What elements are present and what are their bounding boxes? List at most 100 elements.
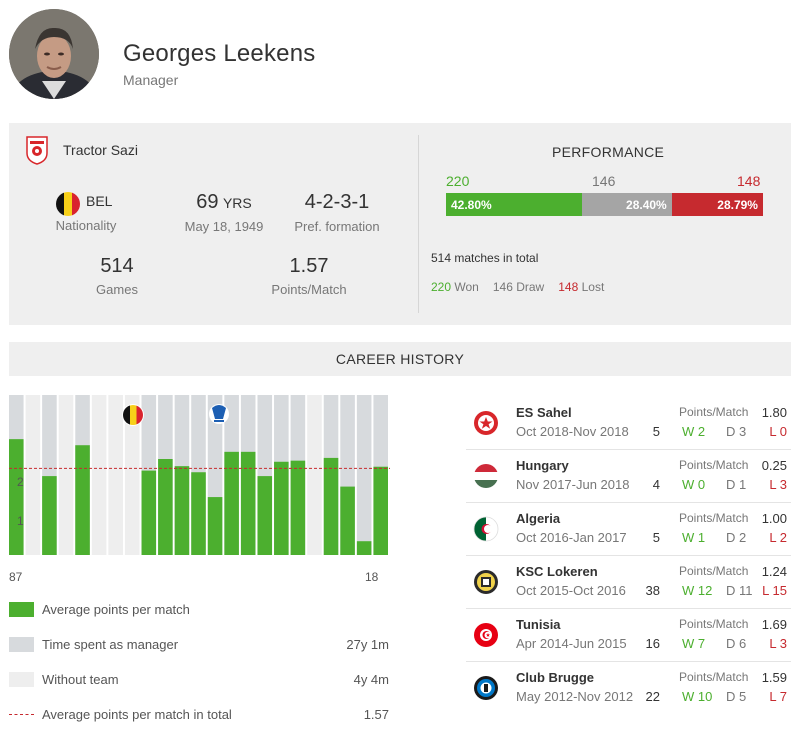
tractor-sazi-logo-icon[interactable] — [25, 135, 49, 165]
career-draws: D 5 — [726, 689, 747, 704]
belgium-flag-icon — [56, 192, 80, 216]
chart-bar[interactable] — [257, 476, 273, 555]
age-number: 69 — [196, 191, 219, 213]
career-ppm-value: 1.69 — [761, 617, 787, 632]
career-team-name[interactable]: Club Brugge — [516, 670, 594, 685]
career-wins: W 1 — [682, 530, 706, 545]
draw-count: 146 — [592, 173, 616, 189]
legend-dashed-line — [9, 714, 34, 715]
legend-light-swatch — [9, 672, 34, 687]
games-count: 514 — [100, 255, 134, 277]
nationality-label: Nationality — [55, 218, 117, 233]
career-wins: W 0 — [682, 477, 706, 492]
career-team-name[interactable]: Algeria — [516, 511, 561, 526]
legend-gray-swatch — [9, 637, 34, 652]
chart-bar[interactable] — [141, 470, 157, 555]
career-games: 5 — [652, 530, 660, 545]
career-team-name[interactable]: KSC Lokeren — [516, 564, 598, 579]
career-team-name[interactable]: ES Sahel — [516, 405, 572, 420]
career-games: 16 — [645, 636, 660, 651]
career-item-hungary[interactable]: Hungary Nov 2017-Jun 2018 4 Points/Match… — [466, 450, 791, 503]
career-item-club-brugge[interactable]: Club Brugge May 2012-Nov 2012 22 Points/… — [466, 662, 791, 715]
lost-count: 148 — [737, 173, 761, 189]
career-period: Oct 2018-Nov 2018 — [516, 424, 629, 439]
points-per-match-value: 1.57 — [289, 255, 329, 277]
chart-bar[interactable] — [158, 459, 173, 555]
career-ppm-label: Points/Match — [679, 405, 749, 419]
chart-bar[interactable] — [356, 541, 372, 555]
algeria-flag-icon — [473, 516, 499, 542]
won-summary-count: 220 — [431, 280, 452, 294]
chart-bar[interactable] — [207, 497, 223, 555]
x-end-label: 18 — [365, 570, 379, 584]
legend-avg-points: Average points per match — [9, 601, 389, 619]
chart-bar[interactable] — [174, 466, 190, 555]
manager-photo — [9, 9, 99, 99]
career-games: 5 — [652, 424, 660, 439]
gent-crest-marker-icon — [209, 404, 229, 424]
wdl-summary: 220 Won 146 Draw 148 Lost — [431, 280, 604, 294]
performance-bar: 42.80% 28.40% 28.79% — [446, 193, 763, 216]
lost-percentage-segment: 28.79% — [671, 193, 763, 216]
chart-bar[interactable] — [191, 472, 206, 555]
career-list: ES Sahel Oct 2018-Nov 2018 5 Points/Matc… — [466, 397, 791, 715]
career-team-name[interactable]: Tunisia — [516, 617, 561, 632]
chart-bar[interactable] — [42, 476, 57, 555]
career-ppm-label: Points/Match — [679, 617, 749, 631]
career-ppm-label: Points/Match — [679, 458, 749, 472]
chart-period-stripe — [91, 395, 107, 555]
career-period: May 2012-Nov 2012 — [516, 689, 634, 704]
career-item-tunisia[interactable]: Tunisia Apr 2014-Jun 2015 16 Points/Matc… — [466, 609, 791, 662]
chart-period-stripe — [58, 395, 74, 555]
career-item-es-sahel[interactable]: ES Sahel Oct 2018-Nov 2018 5 Points/Matc… — [466, 397, 791, 450]
nationality-code: BEL — [86, 193, 113, 209]
manager-avatar — [9, 9, 99, 99]
career-draws: D 2 — [726, 530, 747, 545]
draw-percentage-label: 28.40% — [626, 197, 667, 212]
chart-bar[interactable] — [75, 445, 90, 555]
lost-summary-label: Lost — [581, 280, 605, 294]
age-unit: YRS — [222, 195, 252, 211]
career-losses: L 7 — [769, 689, 787, 704]
career-team-name[interactable]: Hungary — [516, 458, 569, 473]
chart-bar[interactable] — [323, 457, 339, 555]
panel-divider — [418, 135, 419, 313]
career-item-algeria[interactable]: Algeria Oct 2016-Jan 2017 5 Points/Match… — [466, 503, 791, 556]
chart-bar[interactable] — [224, 451, 239, 555]
career-draws: D 3 — [726, 424, 747, 439]
career-ppm-label: Points/Match — [679, 511, 749, 525]
chart-bar[interactable] — [274, 461, 289, 555]
career-item-ksc-lokeren[interactable]: KSC Lokeren Oct 2015-Oct 2016 38 Points/… — [466, 556, 791, 609]
career-period: Apr 2014-Jun 2015 — [516, 636, 627, 651]
career-ppm-value: 1.00 — [761, 511, 787, 526]
career-history-header: CAREER HISTORY — [9, 342, 791, 376]
x-start-label: 87 — [9, 570, 23, 584]
points-per-match-label: Points/Match — [271, 282, 347, 297]
legend-without-team-value: 4y 4m — [353, 672, 389, 687]
career-points-chart — [9, 395, 390, 555]
chart-bar[interactable] — [340, 486, 355, 555]
legend-avg-total: Average points per match in total 1.57 — [9, 706, 389, 724]
chart-period-stripe — [124, 395, 140, 555]
won-count: 220 — [446, 173, 470, 189]
legend-without-team: Without team 4y 4m — [9, 671, 389, 689]
won-percentage-label: 42.80% — [451, 197, 492, 212]
career-draws: D 6 — [726, 636, 747, 651]
chart-bar[interactable] — [373, 466, 388, 555]
current-club-name[interactable]: Tractor Sazi — [63, 142, 138, 158]
chart-bar[interactable] — [240, 451, 256, 555]
es-sahel-crest-icon — [474, 411, 498, 435]
legend-time-manager-value: 27y 1m — [346, 637, 389, 652]
career-games: 38 — [645, 583, 660, 598]
career-wins: W 7 — [682, 636, 706, 651]
performance-title: PERFORMANCE — [552, 144, 665, 160]
chart-bar[interactable] — [9, 439, 24, 555]
legend-avg-points-label: Average points per match — [42, 602, 190, 617]
chart-period-stripe — [356, 395, 372, 555]
legend-time-manager-label: Time spent as manager — [42, 637, 179, 652]
matches-total: 514 matches in total — [431, 251, 539, 265]
lost-summary: 148 Lost — [558, 280, 604, 294]
chart-bar[interactable] — [290, 460, 306, 555]
preferred-formation: 4-2-3-1 — [304, 191, 370, 213]
career-games: 4 — [652, 477, 660, 492]
